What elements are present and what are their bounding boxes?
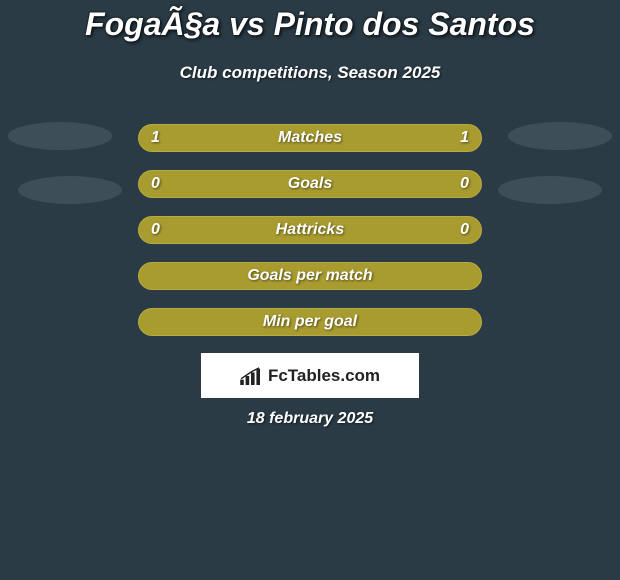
stat-label: Hattricks: [276, 221, 344, 239]
stat-right-value: 1: [460, 129, 469, 147]
stat-row-goals: 0 Goals 0: [138, 170, 482, 198]
stat-label: Matches: [278, 129, 342, 147]
stat-right-value: 0: [460, 221, 469, 239]
stat-label: Goals per match: [247, 267, 372, 285]
chart-icon: [240, 367, 262, 385]
brand-text: FcTables.com: [268, 366, 380, 386]
pad-right-1: [508, 122, 612, 150]
date-label: 18 february 2025: [0, 410, 620, 428]
page-title: FogaÃ§a vs Pinto dos Santos: [0, 6, 620, 43]
stat-row-goals-per-match: Goals per match: [138, 262, 482, 290]
stat-left-value: 0: [151, 221, 160, 239]
pad-left-1: [8, 122, 112, 150]
stat-right-value: 0: [460, 175, 469, 193]
subtitle: Club competitions, Season 2025: [0, 63, 620, 83]
pad-right-2: [498, 176, 602, 204]
stat-left-value: 0: [151, 175, 160, 193]
stat-row-min-per-goal: Min per goal: [138, 308, 482, 336]
stat-left-value: 1: [151, 129, 160, 147]
stat-label: Goals: [288, 175, 332, 193]
stat-row-hattricks: 0 Hattricks 0: [138, 216, 482, 244]
brand-box[interactable]: FcTables.com: [201, 353, 419, 398]
stat-row-matches: 1 Matches 1: [138, 124, 482, 152]
stat-label: Min per goal: [263, 313, 357, 331]
pad-left-2: [18, 176, 122, 204]
